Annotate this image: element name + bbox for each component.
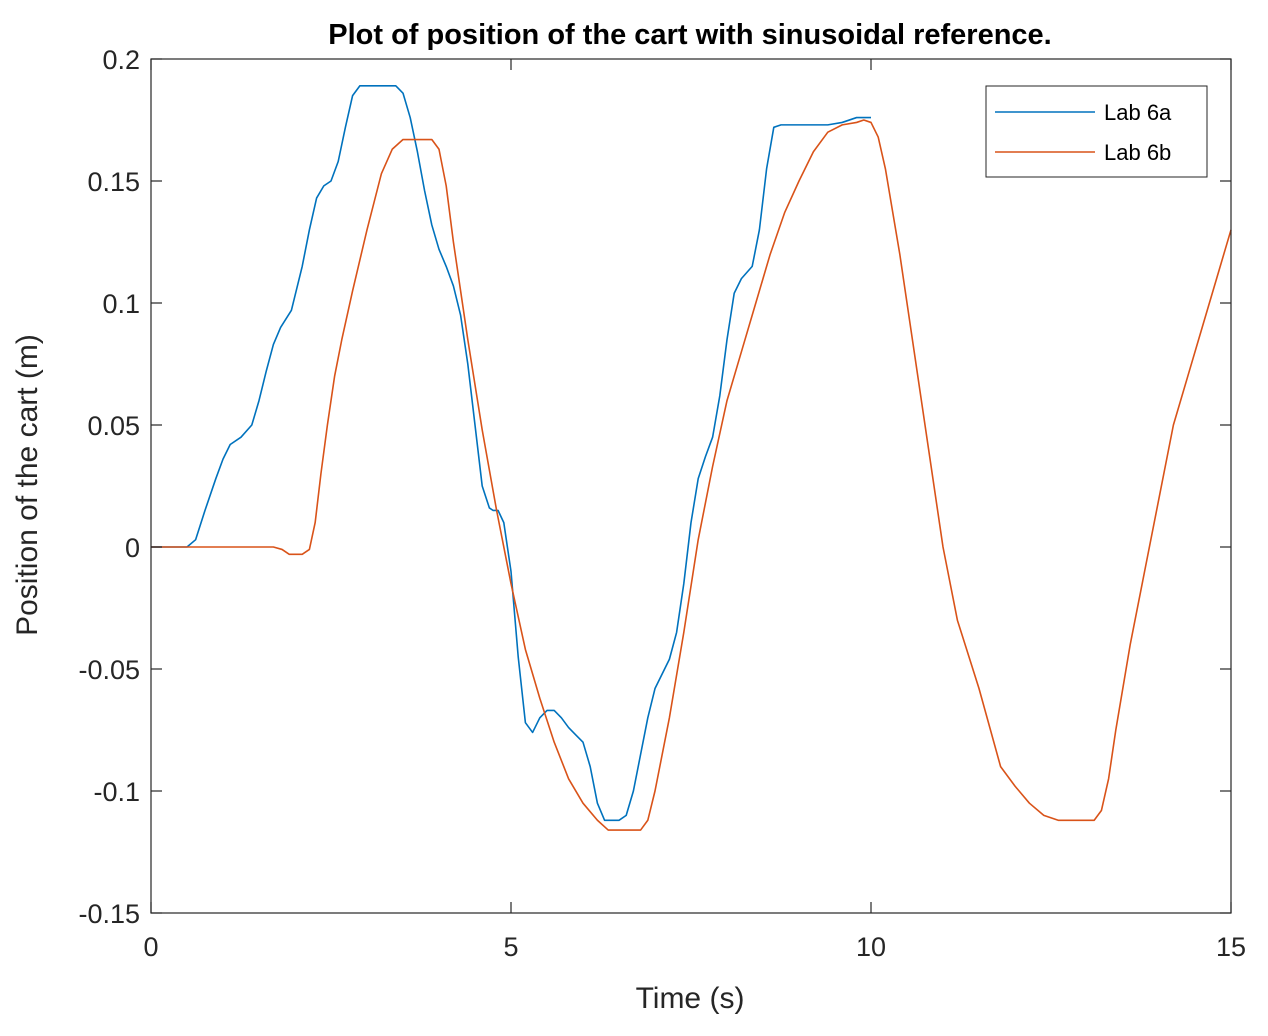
y-tick-label: -0.15 [78, 899, 140, 929]
legend-box [985, 85, 1208, 178]
x-tick-label: 0 [143, 932, 158, 962]
y-tick-label: -0.1 [93, 777, 140, 807]
legend-label-2: Lab 6b [1104, 140, 1171, 165]
series-line-2 [151, 119, 1232, 831]
series-line-1 [151, 85, 871, 822]
legend: Lab 6a Lab 6b [985, 85, 1208, 178]
y-tick-label: 0.05 [87, 411, 140, 441]
x-axis-label: Time (s) [636, 982, 745, 1015]
legend-label-1: Lab 6a [1104, 100, 1172, 125]
x-tick-label: 5 [503, 932, 518, 962]
plot-area: 0 5 10 15 -0.15 -0.1 -0.05 0 0.05 0.1 0.15 0.2 [78, 45, 1246, 962]
axes-box [150, 58, 1232, 914]
x-tick-label: 15 [1216, 932, 1246, 962]
y-tick-label: 0.15 [87, 167, 140, 197]
y-tick-label: -0.05 [78, 655, 140, 685]
y-tick-label: 0.1 [102, 289, 140, 319]
y-tick-label: 0 [125, 533, 140, 563]
y-tick-label: 0.2 [102, 45, 140, 75]
chart-title: Plot of position of the cart with sinuso… [328, 19, 1051, 51]
y-axis-label: Position of the cart (m) [11, 334, 44, 636]
x-tick-label: 10 [856, 932, 886, 962]
